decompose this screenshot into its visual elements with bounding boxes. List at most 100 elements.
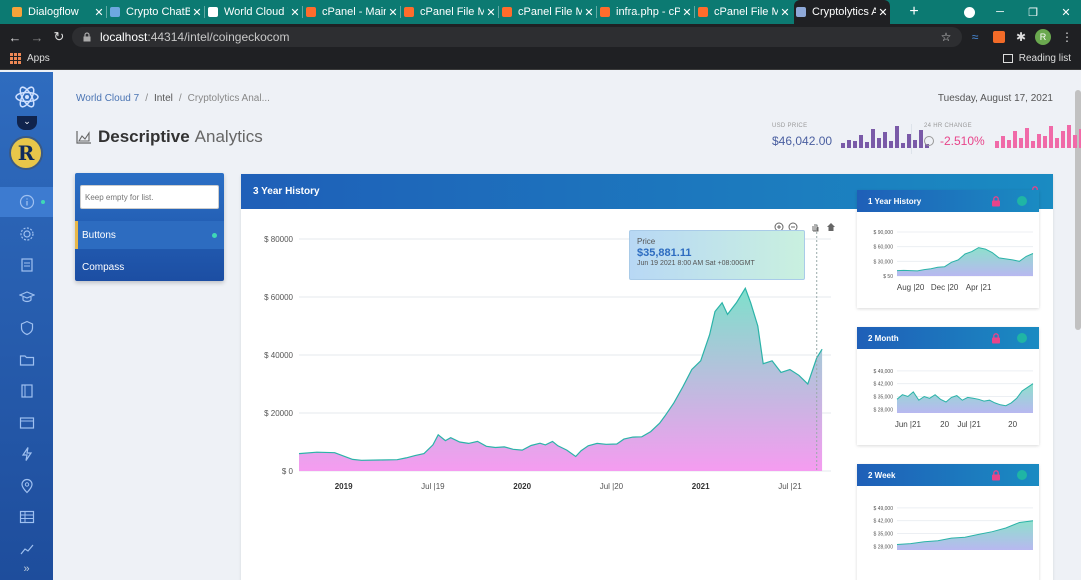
browser-tab[interactable]: Dialogflow ✕ bbox=[10, 0, 106, 24]
tab-title: Dialogflow bbox=[28, 6, 79, 18]
sidebar-item-gear[interactable] bbox=[0, 219, 53, 249]
restore-window-icon[interactable]: ❐ bbox=[1028, 6, 1038, 19]
tab-close-icon[interactable]: ✕ bbox=[682, 6, 692, 19]
sidebar-item-shield[interactable] bbox=[0, 313, 53, 343]
browser-tab[interactable]: Crypto ChatBo✕ bbox=[108, 0, 204, 24]
map-pin-icon bbox=[20, 478, 33, 493]
user-avatar[interactable]: R bbox=[9, 136, 43, 170]
reading-list-icon bbox=[1002, 54, 1013, 63]
tab-favicon-icon bbox=[796, 7, 806, 17]
pan-hand-icon[interactable] bbox=[810, 222, 820, 232]
sidebar-item-file[interactable] bbox=[0, 250, 53, 280]
breadcrumb-separator: / bbox=[145, 93, 148, 104]
y-tick-label: $ 49,000 bbox=[874, 369, 894, 375]
y-tick-label: $ 60,000 bbox=[874, 245, 894, 251]
extension-cpanel-icon[interactable] bbox=[990, 28, 1008, 46]
usd-price-sparkbars bbox=[841, 122, 929, 148]
tab-close-icon[interactable]: ✕ bbox=[584, 6, 594, 19]
bookmark-star-icon[interactable]: ☆ bbox=[940, 30, 952, 44]
lock-icon[interactable] bbox=[991, 470, 1001, 481]
y-tick-label: $ 90,000 bbox=[874, 230, 894, 236]
tab-favicon-icon bbox=[110, 7, 120, 17]
sidebar-item-graduation-cap[interactable] bbox=[0, 282, 53, 312]
x-tick-label: Jul |19 bbox=[421, 482, 445, 491]
spark-bar bbox=[871, 129, 875, 148]
tab-close-icon[interactable]: ✕ bbox=[780, 6, 790, 19]
sidebar-item-window[interactable] bbox=[0, 408, 53, 438]
tab-favicon-icon bbox=[12, 7, 22, 17]
tab-close-icon[interactable]: ✕ bbox=[290, 6, 300, 19]
browser-tab[interactable]: cPanel - Main ✕ bbox=[304, 0, 400, 24]
table-icon bbox=[19, 510, 34, 524]
extensions-puzzle-icon[interactable]: ✱ bbox=[1015, 30, 1027, 44]
url-field[interactable]: localhost:44314/intel/coingeckocom bbox=[72, 27, 962, 47]
back-icon[interactable]: ← bbox=[8, 29, 22, 45]
sidebar-item-folder[interactable] bbox=[0, 345, 53, 375]
spark-bar bbox=[841, 143, 845, 148]
sidebar-expand-button[interactable]: » bbox=[23, 563, 30, 575]
tab-close-icon[interactable]: ✕ bbox=[94, 6, 104, 19]
new-tab-button[interactable]: + bbox=[909, 3, 919, 20]
app-logo-icon[interactable] bbox=[14, 84, 40, 110]
browser-tab[interactable]: cPanel File Ma✕ bbox=[402, 0, 498, 24]
sidebar-item-map-pin[interactable] bbox=[0, 471, 53, 501]
tab-close-icon[interactable]: ✕ bbox=[878, 6, 888, 19]
sidebar-toggle-button[interactable]: ⌄ bbox=[17, 116, 37, 130]
sidebar-item-info[interactable] bbox=[0, 187, 53, 217]
spark-bar bbox=[1079, 129, 1081, 148]
tab-title: cPanel File Ma bbox=[714, 6, 778, 18]
close-window-icon[interactable]: ✕ bbox=[1061, 6, 1071, 19]
x-tick-label: 2019 bbox=[335, 482, 353, 491]
spark-bar bbox=[1073, 135, 1077, 148]
tab-title: Cryptolytics A bbox=[812, 6, 876, 18]
list-item-compass[interactable]: Compass bbox=[75, 253, 224, 281]
profile-avatar[interactable]: R bbox=[1034, 28, 1052, 46]
chart-icon bbox=[20, 544, 33, 554]
media-control-icon[interactable] bbox=[952, 0, 986, 24]
browser-address-bar: ← → ↻ localhost:44314/intel/coingeckocom… bbox=[0, 24, 1081, 50]
search-input[interactable] bbox=[80, 185, 219, 209]
status-dot-icon[interactable] bbox=[1017, 333, 1027, 343]
tab-title: infra.php - cPa bbox=[616, 6, 680, 18]
tab-separator bbox=[498, 6, 499, 18]
breadcrumb-link-world-cloud[interactable]: World Cloud 7 bbox=[76, 93, 140, 104]
page-title-bold: Descriptive bbox=[98, 127, 190, 146]
mini-area-chart[interactable]: $ 90,000 $ 60,000 $ 30,000 $ 50 Aug |20 Dec |… bbox=[857, 212, 1039, 308]
y-tick-label: $ 28,000 bbox=[874, 407, 894, 413]
lock-icon[interactable] bbox=[991, 333, 1001, 344]
lock-icon[interactable] bbox=[991, 196, 1001, 207]
x-tick-label: 20 bbox=[940, 420, 949, 429]
status-dot-icon[interactable] bbox=[1017, 470, 1027, 480]
tab-close-icon[interactable]: ✕ bbox=[486, 6, 496, 19]
mini-area-chart[interactable]: $ 49,000 $ 42,000 $ 35,000 $ 28,000 Jun |21 2… bbox=[857, 349, 1039, 445]
list-item-buttons[interactable]: Buttons bbox=[75, 221, 224, 249]
tab-favicon-icon bbox=[306, 7, 316, 17]
browser-tab[interactable]: infra.php - cPa✕ bbox=[598, 0, 694, 24]
extension-wave-icon[interactable]: ≈ bbox=[971, 30, 979, 44]
tab-close-icon[interactable]: ✕ bbox=[192, 6, 202, 19]
reset-home-icon[interactable] bbox=[826, 222, 836, 232]
price-area-chart[interactable]: $ 80000 $ 60000 $ 40000 $ 20000 $ 0 2019 Jul |… bbox=[241, 209, 846, 509]
mini-area bbox=[897, 520, 1033, 550]
minimize-window-icon[interactable]: ─ bbox=[996, 6, 1004, 18]
reading-list-button[interactable]: Reading list bbox=[1002, 53, 1071, 64]
sidebar-item-book[interactable] bbox=[0, 376, 53, 406]
sidebar-item-chart[interactable] bbox=[0, 534, 53, 564]
sidebar-item-table[interactable] bbox=[0, 502, 53, 532]
browser-tab[interactable]: Cryptolytics A ✕ bbox=[794, 0, 890, 24]
sidebar-item-bolt[interactable] bbox=[0, 439, 53, 469]
browser-tab[interactable]: cPanel File Ma✕ bbox=[696, 0, 792, 24]
breadcrumb-link-intel[interactable]: Intel bbox=[153, 93, 173, 104]
page-scrollbar[interactable] bbox=[1075, 90, 1081, 330]
browser-tab[interactable]: cPanel File Ma✕ bbox=[500, 0, 596, 24]
reload-icon[interactable]: ↻ bbox=[53, 29, 65, 44]
mini-area-chart[interactable]: $ 49,000 $ 42,000 $ 35,000 $ 28,000 bbox=[857, 486, 1039, 580]
chart-tooltip: Price $35,881.11 Jun 19 2021 8:00 AM Sat… bbox=[629, 230, 805, 280]
forward-icon[interactable]: → bbox=[30, 29, 44, 45]
browser-menu-icon[interactable]: ⋮ bbox=[1061, 30, 1073, 44]
status-dot-icon[interactable] bbox=[1017, 196, 1027, 206]
tab-close-icon[interactable]: ✕ bbox=[388, 6, 398, 19]
apps-shortcut[interactable]: Apps bbox=[10, 53, 50, 64]
browser-tab[interactable]: World Cloud 7 ✕ bbox=[206, 0, 302, 24]
app-sidebar: ⌄ R » bbox=[0, 72, 53, 580]
